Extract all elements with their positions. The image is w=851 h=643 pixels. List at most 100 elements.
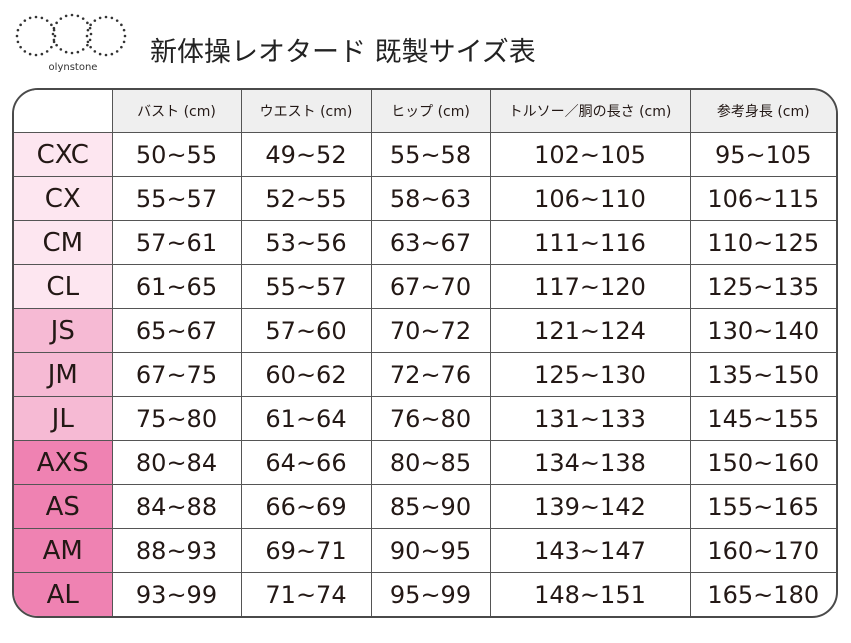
size-label: JS — [14, 308, 113, 354]
logo-dot — [115, 19, 119, 22]
logo-dot — [104, 15, 108, 19]
logo-dot — [70, 51, 74, 55]
logo-dot — [34, 53, 38, 57]
logo-dot — [40, 16, 44, 20]
size-table: バスト (cm) ウエスト (cm) ヒップ (cm) トルソー／胴の長さ (cm) 参… — [12, 88, 838, 618]
logo-dot — [34, 15, 38, 19]
logo-dot — [15, 34, 19, 38]
measurement-cell: 95~105 — [689, 131, 836, 178]
logo-dot — [53, 34, 57, 38]
measurement-cell: 72~76 — [370, 352, 491, 398]
logo-dot — [52, 40, 56, 44]
measurement-cell: 75~80 — [111, 396, 242, 442]
measurement-cell: 88~93 — [111, 528, 242, 574]
measurement-cell: 130~140 — [689, 308, 836, 354]
column-header: ウエスト (cm) — [240, 90, 372, 133]
measurement-cell: 64~66 — [240, 440, 372, 486]
logo-dot — [52, 28, 56, 32]
measurement-cell: 67~75 — [111, 352, 242, 398]
measurement-cell: 57~61 — [111, 220, 242, 266]
logo-dot — [98, 16, 102, 20]
measurement-cell: 70~72 — [370, 308, 491, 354]
logo-dot — [120, 45, 123, 49]
logo-dot — [23, 19, 27, 22]
table-row: CM 57~61 53~56 63~67 111~116 110~125 — [14, 220, 836, 266]
measurement-cell: 134~138 — [489, 440, 691, 486]
table-row: CL 61~65 55~57 67~70 117~120 125~135 — [14, 264, 836, 310]
size-label: CXC — [14, 131, 113, 178]
logo-dot — [52, 26, 56, 30]
measurement-cell: 139~142 — [489, 484, 691, 530]
page-title: 新体操レオタード 既製サイズ表 — [150, 37, 536, 68]
logo-dot — [120, 23, 123, 27]
logo-dot — [86, 21, 89, 25]
measurement-cell: 61~64 — [240, 396, 372, 442]
table-row: JL 75~80 61~64 76~80 131~133 145~155 — [14, 396, 836, 442]
logo-dot — [86, 28, 90, 32]
measurement-cell: 60~62 — [240, 352, 372, 398]
size-label: JL — [14, 396, 113, 442]
measurement-cell: 95~99 — [370, 572, 491, 616]
logo-dot — [86, 40, 90, 44]
table-header-row: バスト (cm) ウエスト (cm) ヒップ (cm) トルソー／胴の長さ (cm) 参… — [14, 90, 836, 133]
logo-dot — [55, 21, 58, 25]
logo-dot — [104, 53, 108, 57]
column-header: ヒップ (cm) — [370, 90, 491, 133]
table-row: CX 55~57 52~55 58~63 106~110 106~115 — [14, 176, 836, 222]
logo-dot — [89, 32, 93, 36]
size-label: JM — [14, 352, 113, 398]
logo-dot — [55, 43, 58, 47]
measurement-cell: 90~95 — [370, 528, 491, 574]
measurement-cell: 165~180 — [689, 572, 836, 616]
logo-dot — [89, 23, 92, 27]
logo-dot — [50, 23, 53, 27]
table-row: AXS 80~84 64~66 80~85 134~138 150~160 — [14, 440, 836, 486]
table-row: CXC 50~55 49~52 55~58 102~105 95~105 — [14, 131, 836, 178]
measurement-cell: 125~135 — [689, 264, 836, 310]
measurement-cell: 148~151 — [489, 572, 691, 616]
logo-dot — [88, 26, 92, 30]
logo-dot — [59, 17, 63, 20]
measurement-cell: 80~84 — [111, 440, 242, 486]
measurement-cell: 55~57 — [240, 264, 372, 310]
size-label: CM — [14, 220, 113, 266]
measurement-cell: 50~55 — [111, 131, 242, 178]
table-row: AL 93~99 71~74 95~99 148~151 165~180 — [14, 572, 836, 616]
logo-dot — [64, 50, 68, 54]
logo-dot — [23, 50, 27, 53]
logo-dot — [28, 52, 32, 56]
logo-dot — [59, 48, 63, 51]
measurement-cell: 117~120 — [489, 264, 691, 310]
logo-dot — [89, 45, 92, 49]
measurement-cell: 71~74 — [240, 572, 372, 616]
measurement-cell: 102~105 — [489, 131, 691, 178]
logo-dot — [76, 14, 80, 18]
measurement-cell: 85~90 — [370, 484, 491, 530]
logo-dot — [88, 38, 92, 42]
measurement-cell: 52~55 — [240, 176, 372, 222]
measurement-cell: 67~70 — [370, 264, 491, 310]
table-row: AS 84~88 66~69 85~90 139~142 155~165 — [14, 484, 836, 530]
logo-dot — [93, 19, 97, 22]
logo-dot — [85, 34, 89, 38]
measurement-cell: 49~52 — [240, 131, 372, 178]
size-label: CL — [14, 264, 113, 310]
size-label: AXS — [14, 440, 113, 486]
measurement-cell: 111~116 — [489, 220, 691, 266]
logo-dot — [122, 40, 126, 44]
size-label: AS — [14, 484, 113, 530]
logo-dot — [86, 43, 89, 47]
logo-dot — [81, 48, 85, 51]
measurement-cell: 55~58 — [370, 131, 491, 178]
measurement-cell: 76~80 — [370, 396, 491, 442]
column-header: トルソー／胴の長さ (cm) — [489, 90, 691, 133]
logo-dot — [110, 16, 114, 20]
logo-dot — [19, 45, 22, 49]
brand-name: olynstone — [48, 62, 98, 73]
logo-dot — [81, 17, 85, 20]
brand-logo: olynstone — [14, 10, 132, 78]
column-header: 参考身長 (cm) — [689, 90, 836, 133]
logo-dot — [51, 32, 55, 36]
measurement-cell: 135~150 — [689, 352, 836, 398]
logo-dot — [45, 19, 49, 22]
